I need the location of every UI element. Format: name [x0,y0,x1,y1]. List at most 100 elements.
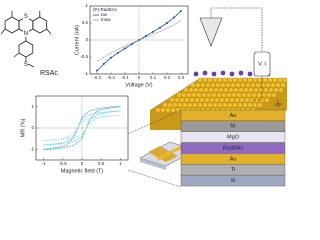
gold-atom [216,92,222,98]
data-point [180,10,182,13]
gold-atom [219,97,225,103]
data-point [96,69,98,72]
gold-atom [271,92,277,98]
gold-atom [239,97,245,103]
gold-atom [238,87,244,93]
gold-atom [183,87,189,93]
gold-atom [273,87,279,93]
gold-atom [212,77,218,83]
layer [180,174,286,187]
x-tick-label: -1 [42,161,46,166]
gold-atom [225,82,231,88]
gold-atom [211,92,217,98]
gold-atom [207,102,213,108]
y-tick-label: -1 [84,71,88,76]
x-tick-label: -0.2 [107,75,115,80]
x-tick-label: 1 [119,161,122,166]
gold-atom [207,77,213,83]
gold-atom [280,82,286,88]
data-point [110,56,112,59]
gold-atom [262,77,268,83]
gold-atom [264,97,270,103]
gold-atom [236,92,242,98]
gold-atom [193,87,199,93]
gold-atom [160,107,166,113]
molecule-dot [193,71,199,77]
gold-atom [198,87,204,93]
gold-atom [204,97,210,103]
gold-atom [233,87,239,93]
y-tick-label: 0 [85,37,88,42]
x-axis-label: Voltage (V) [125,82,152,88]
gold-atom [208,87,214,93]
gold-atom [260,82,266,88]
gold-atom [222,77,228,83]
gold-atom [229,97,235,103]
gold-atom [277,77,283,83]
layer-label: Si [231,178,236,184]
gold-atom [221,92,227,98]
gold-atom [261,92,267,98]
series-line [43,106,121,150]
gold-atom [189,97,195,103]
stm-label: V, I [258,61,266,67]
gold-atom [267,77,273,83]
x-tick-label: 0.5 [98,161,105,166]
gold-atom [217,77,223,83]
gold-atom [217,102,223,108]
gold-atom [257,77,263,83]
gold-atom [235,82,241,88]
gold-atom [251,92,257,98]
atom-label: N [24,31,28,37]
gold-atom [162,102,168,108]
molecule [0,11,52,68]
stm-setup [199,7,282,107]
layer-label: Au [230,113,237,119]
gold-atom [272,77,278,83]
gold-atom [218,87,224,93]
gold-atom [197,77,203,83]
gold-atom [213,87,219,93]
gold-atom [199,97,205,103]
gold-atom [176,92,182,98]
gold-atom [245,82,251,88]
gold-atom [266,92,272,98]
data-point [173,16,175,19]
molecule-dot [229,71,235,77]
y-tick-label: 0 [31,125,34,130]
gold-atom [200,82,206,88]
gold-atom [192,102,198,108]
gold-atom [223,87,229,93]
gold-atom [210,82,216,88]
gold-atom [232,102,238,108]
gold-atom [224,97,230,103]
gold-atom [205,82,211,88]
gold-atom [241,92,247,98]
gold-atom [203,87,209,93]
gold-atom [167,102,173,108]
molecule-dot [202,70,208,76]
x-tick-label: -0.5 [59,161,67,166]
gold-atom [191,92,197,98]
gold-atom [182,102,188,108]
x-tick-label: 0.3 [178,75,185,80]
x-tick-label: -0.1 [121,75,129,80]
gold-atom [175,107,181,113]
gold-atom [275,82,281,88]
molecule-dot [247,71,253,77]
gold-atom [270,82,276,88]
x-tick-label: 0.1 [150,75,157,80]
y-tick-label: -0.5 [80,54,88,59]
series-line [43,114,121,142]
gold-atom [242,77,248,83]
gold-atom [165,107,171,113]
series-line [43,110,121,146]
gold-atom [237,77,243,83]
chart-title: (P)-RadSAc [93,7,118,12]
gold-atom [195,82,201,88]
gold-atom [172,102,178,108]
gold-atom [226,92,232,98]
gold-atom [194,97,200,103]
y-tick-label: -1 [30,147,34,152]
y-tick-label: 1 [85,3,88,8]
